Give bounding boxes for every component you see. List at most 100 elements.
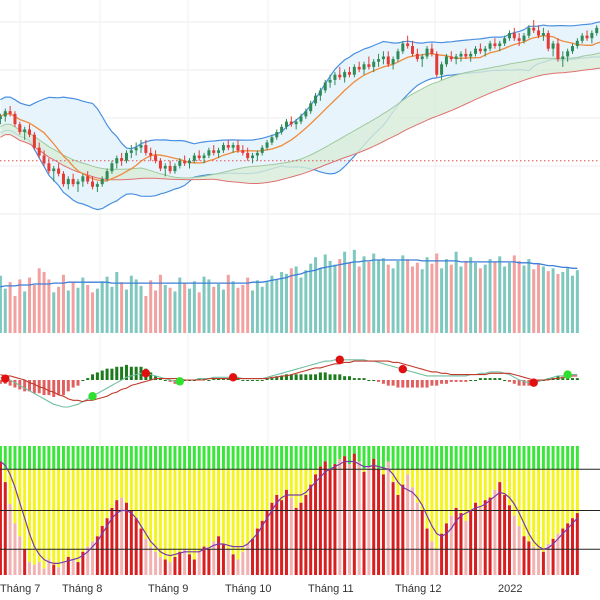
candle-body: [474, 48, 478, 54]
x-tick-label: Tháng 8: [62, 583, 102, 595]
macd-histogram-bar: [512, 380, 516, 384]
candle-body: [411, 46, 415, 54]
oscillator-yellow-segment: [158, 469, 162, 557]
oscillator-yellow-segment: [23, 469, 27, 550]
volume-bar: [120, 282, 124, 333]
oscillator-bar: [110, 507, 114, 575]
oscillator-bar: [158, 556, 162, 575]
oscillator-green-segment: [556, 446, 560, 470]
oscillator-bar: [517, 525, 521, 575]
oscillator-bar: [8, 504, 12, 575]
macd-sell-dot: [529, 378, 538, 387]
oscillator-green-segment: [134, 446, 138, 470]
oscillator-bar: [37, 562, 41, 575]
volume-bar: [71, 282, 75, 333]
volume-bar: [464, 260, 468, 333]
oscillator-yellow-segment: [173, 469, 177, 557]
candle-body: [23, 129, 27, 133]
oscillator-bar: [294, 507, 298, 575]
candle-body: [100, 178, 104, 185]
candle-body: [541, 33, 545, 36]
oscillator-yellow-segment: [66, 469, 70, 557]
volume-bar: [246, 277, 250, 333]
oscillator-green-segment: [575, 446, 579, 470]
volume-bar: [440, 268, 444, 333]
candle-body: [42, 155, 46, 164]
oscillator-green-segment: [32, 446, 36, 470]
macd-histogram-bar: [251, 380, 255, 381]
ichimoku-cloud: [0, 52, 600, 184]
macd-sell-dot: [335, 355, 344, 364]
macd-histogram-bar: [95, 372, 99, 380]
oscillator-green-segment: [406, 446, 410, 470]
volume-bar: [158, 274, 162, 333]
oscillator-green-segment: [527, 446, 531, 470]
macd-histogram-bar: [299, 374, 303, 380]
macd-histogram-bar: [459, 380, 463, 382]
volume-bar: [81, 277, 85, 333]
candle-body: [178, 160, 182, 166]
oscillator-green-segment: [255, 446, 259, 470]
volume-bar: [32, 284, 36, 333]
volume-bar: [18, 279, 22, 333]
candle-body: [18, 124, 22, 133]
candle-body: [294, 121, 298, 125]
oscillator-green-segment: [372, 446, 376, 470]
candle-body: [207, 150, 211, 156]
candle-body: [347, 72, 351, 75]
volume-bar: [425, 257, 429, 333]
oscillator-yellow-segment: [314, 469, 318, 475]
oscillator-green-segment: [110, 446, 114, 470]
candle-body: [105, 171, 109, 179]
candle-body: [328, 79, 332, 83]
oscillator-bar: [231, 554, 235, 575]
oscillator-green-segment: [362, 446, 366, 470]
volume-bar: [3, 288, 7, 333]
oscillator-yellow-segment: [512, 469, 516, 516]
cloud-fill: [0, 52, 600, 184]
oscillator-bar: [304, 495, 308, 575]
volume-bar: [570, 275, 574, 333]
volume-bar: [270, 275, 274, 333]
oscillator-yellow-segment: [120, 469, 124, 498]
oscillator-bar: [95, 536, 99, 575]
oscillator-bar: [134, 518, 138, 575]
candle-body: [318, 90, 322, 96]
volume-bar: [280, 272, 284, 333]
volume-bar: [391, 268, 395, 333]
oscillator-green-segment: [411, 446, 415, 470]
candle-body: [507, 33, 511, 39]
macd-sell-dot: [1, 374, 10, 383]
candle-body: [304, 111, 308, 117]
oscillator-bar: [23, 549, 27, 575]
candle-body: [469, 53, 473, 57]
oscillator-green-segment: [377, 446, 381, 470]
oscillator-yellow-segment: [226, 469, 230, 550]
volume-bar: [149, 280, 153, 333]
oscillator-yellow-segment: [134, 469, 138, 519]
candle-body: [168, 165, 172, 172]
oscillator-yellow-segment: [221, 469, 225, 545]
oscillator-yellow-segment: [163, 469, 167, 560]
oscillator-green-segment: [474, 446, 478, 470]
candle-body: [386, 56, 390, 65]
oscillator-bar: [406, 474, 410, 575]
oscillator-green-segment: [124, 446, 128, 470]
oscillator-yellow-segment: [275, 469, 279, 496]
oscillator-yellow-segment: [411, 469, 415, 488]
volume-bar: [139, 285, 143, 333]
macd-histogram-bar: [28, 380, 32, 392]
macd-histogram-bar: [270, 378, 274, 380]
volume-bar: [352, 249, 356, 333]
candle-body: [280, 126, 284, 133]
candle-body: [197, 155, 201, 159]
oscillator-yellow-segment: [299, 469, 303, 503]
macd-buy-dot: [563, 370, 572, 379]
candle-body: [459, 53, 463, 57]
candle-body: [212, 150, 216, 153]
volume-bar: [144, 296, 148, 333]
candle-body: [420, 56, 424, 60]
macd-histogram-bar: [294, 374, 298, 380]
oscillator-green-segment: [8, 446, 12, 470]
volume-bar: [52, 292, 56, 333]
